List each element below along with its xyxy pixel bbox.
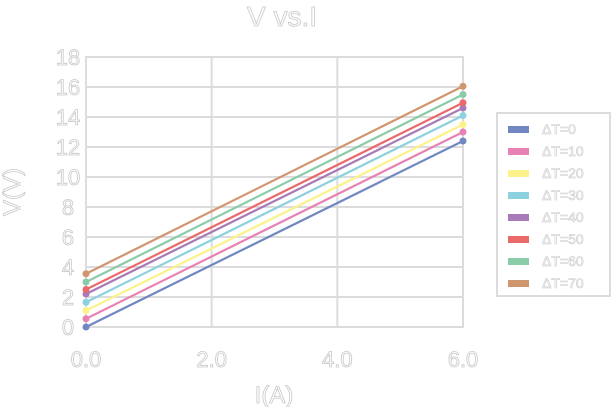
chart-title: V vs.I [247,1,317,32]
legend-label: ΔT=50 [542,231,584,247]
series-lines [82,82,467,331]
series-line [85,101,464,291]
data-point [82,315,90,323]
series-line [85,140,464,328]
legend-swatch [508,236,529,243]
legend-swatch [508,258,529,265]
series-line [85,123,464,312]
legend-label: ΔT=10 [542,143,584,159]
data-point [459,91,467,98]
data-point [82,323,90,331]
y-tick-label: 4 [62,255,74,280]
legend-label: ΔT=70 [542,275,584,291]
y-tick-label: 16 [56,75,80,100]
data-point [459,82,467,90]
legend-swatch [508,280,529,287]
data-point [82,278,90,286]
data-point [459,112,467,119]
legend-label: ΔT=40 [542,209,584,225]
legend-swatch [508,148,529,155]
series-line [85,93,464,283]
grid [85,56,464,328]
data-point [459,99,467,107]
x-axis-label: I(A) [255,382,294,407]
x-tick-label: 0.0 [71,347,102,372]
y-tick-label: 10 [56,165,80,190]
x-tick-label: 2.0 [196,347,227,372]
legend-swatch [508,170,529,177]
x-tick-label: 4.0 [322,347,353,372]
series-line [85,85,464,275]
data-point [459,128,467,136]
y-tick-label: 8 [62,195,74,220]
data-point [82,286,90,293]
y-tick-label: 2 [62,285,74,310]
legend-swatch [508,192,529,199]
y-axis-label: V(V) [0,168,26,216]
legend-label: ΔT=0 [542,121,576,137]
y-tick-labels: 0 2 4 6 8 10 12 14 16 18 [55,45,80,341]
data-point [82,270,90,278]
data-point [82,298,90,306]
legend-box [496,112,611,297]
y-tick-label: 14 [56,105,80,130]
y-tick-label: 6 [62,225,74,250]
legend-swatch [508,214,529,221]
legend-label: ΔT=20 [542,165,584,181]
y-tick-label: 18 [56,45,80,70]
data-point [459,104,467,112]
x-tick-labels: 0.0 2.0 4.0 6.0 [70,347,479,373]
data-point [82,307,90,314]
series-line [85,131,464,320]
series-line [85,114,464,304]
y-tick-label: 0 [62,315,74,340]
legend-label: ΔT=60 [542,253,584,269]
series-line [85,107,464,295]
legend: ΔT=0 ΔT=10 ΔT=20 ΔT=30 ΔT=40 ΔT=50 ΔT=60 ΔT=70 [496,112,611,297]
data-point [459,137,467,145]
legend-swatch [508,126,529,133]
data-point [459,121,467,128]
plot-area [85,56,464,328]
x-tick-label: 6.0 [448,347,479,372]
legend-label: ΔT=30 [542,187,584,203]
y-tick-label: 12 [56,135,80,160]
